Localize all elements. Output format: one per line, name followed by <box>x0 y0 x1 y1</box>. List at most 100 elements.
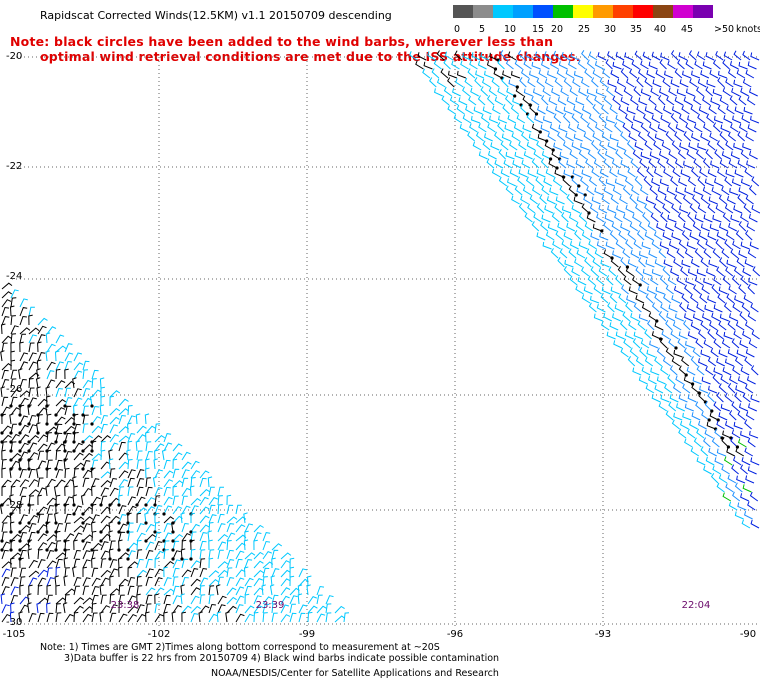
wind-barb <box>118 566 123 578</box>
contamination-dot <box>9 458 13 462</box>
wind-barb <box>566 222 576 232</box>
wind-barb <box>289 575 295 587</box>
wind-barb <box>662 232 672 241</box>
wind-barb <box>644 140 653 151</box>
wind-barb <box>226 540 232 551</box>
wind-barb <box>624 331 634 340</box>
wind-barb <box>716 266 725 277</box>
wind-barb <box>64 416 75 425</box>
wind-barb <box>469 123 478 133</box>
wind-barb <box>325 612 332 623</box>
wind-barb <box>662 203 671 214</box>
wind-barb <box>550 60 559 70</box>
wind-barb <box>491 168 501 178</box>
wind-barb <box>625 239 633 250</box>
contamination-dot <box>117 521 121 525</box>
wind-barb <box>592 223 602 232</box>
wind-barb <box>514 185 523 196</box>
wind-barb <box>625 302 633 313</box>
wind-barb <box>723 302 732 313</box>
wind-barb <box>714 149 722 160</box>
wind-barb <box>646 349 656 358</box>
wind-barb <box>10 433 20 443</box>
wind-barb <box>37 414 43 425</box>
wind-barb <box>127 415 136 425</box>
wind-barb <box>73 605 84 614</box>
wind-barb <box>10 315 16 326</box>
wind-barb <box>91 514 100 524</box>
wind-barb <box>235 504 242 515</box>
wind-barb <box>91 567 99 578</box>
wind-barb <box>73 462 85 470</box>
wind-barb <box>593 284 602 295</box>
wind-barb <box>634 142 644 151</box>
wind-barb <box>541 150 551 160</box>
wind-barb <box>736 257 745 268</box>
wind-barb <box>620 68 629 79</box>
wind-barb <box>46 594 53 605</box>
wind-barb <box>700 132 709 142</box>
wind-barb <box>172 495 179 506</box>
wind-barb <box>701 376 711 385</box>
wind-barb <box>729 187 739 196</box>
wind-barb <box>511 195 520 205</box>
wind-barb <box>429 77 437 88</box>
wind-barb <box>91 503 97 515</box>
wind-barb <box>536 203 545 214</box>
wind-barb <box>629 222 639 232</box>
wind-barb <box>697 142 707 151</box>
wind-barb <box>269 584 275 596</box>
wind-barb <box>519 77 527 88</box>
wind-barb <box>665 223 675 232</box>
wind-barb <box>10 594 18 605</box>
wind-barb <box>216 611 222 623</box>
wind-barb <box>512 97 522 106</box>
wind-barb <box>632 276 641 286</box>
wind-barb <box>547 132 556 142</box>
lat-label-20s: -20 <box>6 51 23 62</box>
wind-barb <box>1 522 8 533</box>
wind-barb <box>750 303 759 313</box>
wind-barb <box>37 352 46 362</box>
wind-barb <box>520 195 529 205</box>
wind-barb <box>117 557 123 569</box>
wind-barb <box>751 176 760 187</box>
wind-barb <box>280 595 290 605</box>
wind-barb <box>477 60 487 70</box>
wind-barb <box>615 51 625 61</box>
wind-barb <box>625 204 635 214</box>
wind-barb <box>731 338 740 349</box>
wind-barb <box>707 392 715 403</box>
wind-barb <box>163 611 168 623</box>
wind-barb <box>510 104 519 115</box>
wind-barb <box>73 516 85 524</box>
wind-barb <box>728 285 737 295</box>
wind-barb <box>743 106 753 115</box>
wind-barb <box>261 584 266 596</box>
wind-barb <box>73 505 83 515</box>
wind-barb <box>707 203 716 214</box>
wind-barb <box>154 512 159 524</box>
wind-barb <box>678 428 687 439</box>
wind-barb <box>475 131 485 142</box>
wind-barb <box>1 316 10 326</box>
legend-swatch <box>693 5 713 18</box>
wind-barb <box>598 176 607 187</box>
wind-barb <box>540 221 549 232</box>
wind-barb <box>710 160 720 169</box>
wind-barb <box>747 466 757 475</box>
wind-barb <box>581 203 590 214</box>
wind-barb <box>709 321 718 331</box>
wind-barb <box>501 133 511 142</box>
wind-barb <box>730 248 739 259</box>
wind-barb <box>37 443 48 452</box>
wind-barb <box>136 459 143 470</box>
wind-barb <box>640 60 649 70</box>
wind-barb <box>207 530 213 542</box>
wind-barb <box>244 559 253 569</box>
wind-barb <box>91 440 97 452</box>
wind-barb <box>586 213 596 223</box>
wind-barb <box>555 196 565 205</box>
wind-barb <box>1 335 12 344</box>
wind-barb <box>28 613 37 623</box>
